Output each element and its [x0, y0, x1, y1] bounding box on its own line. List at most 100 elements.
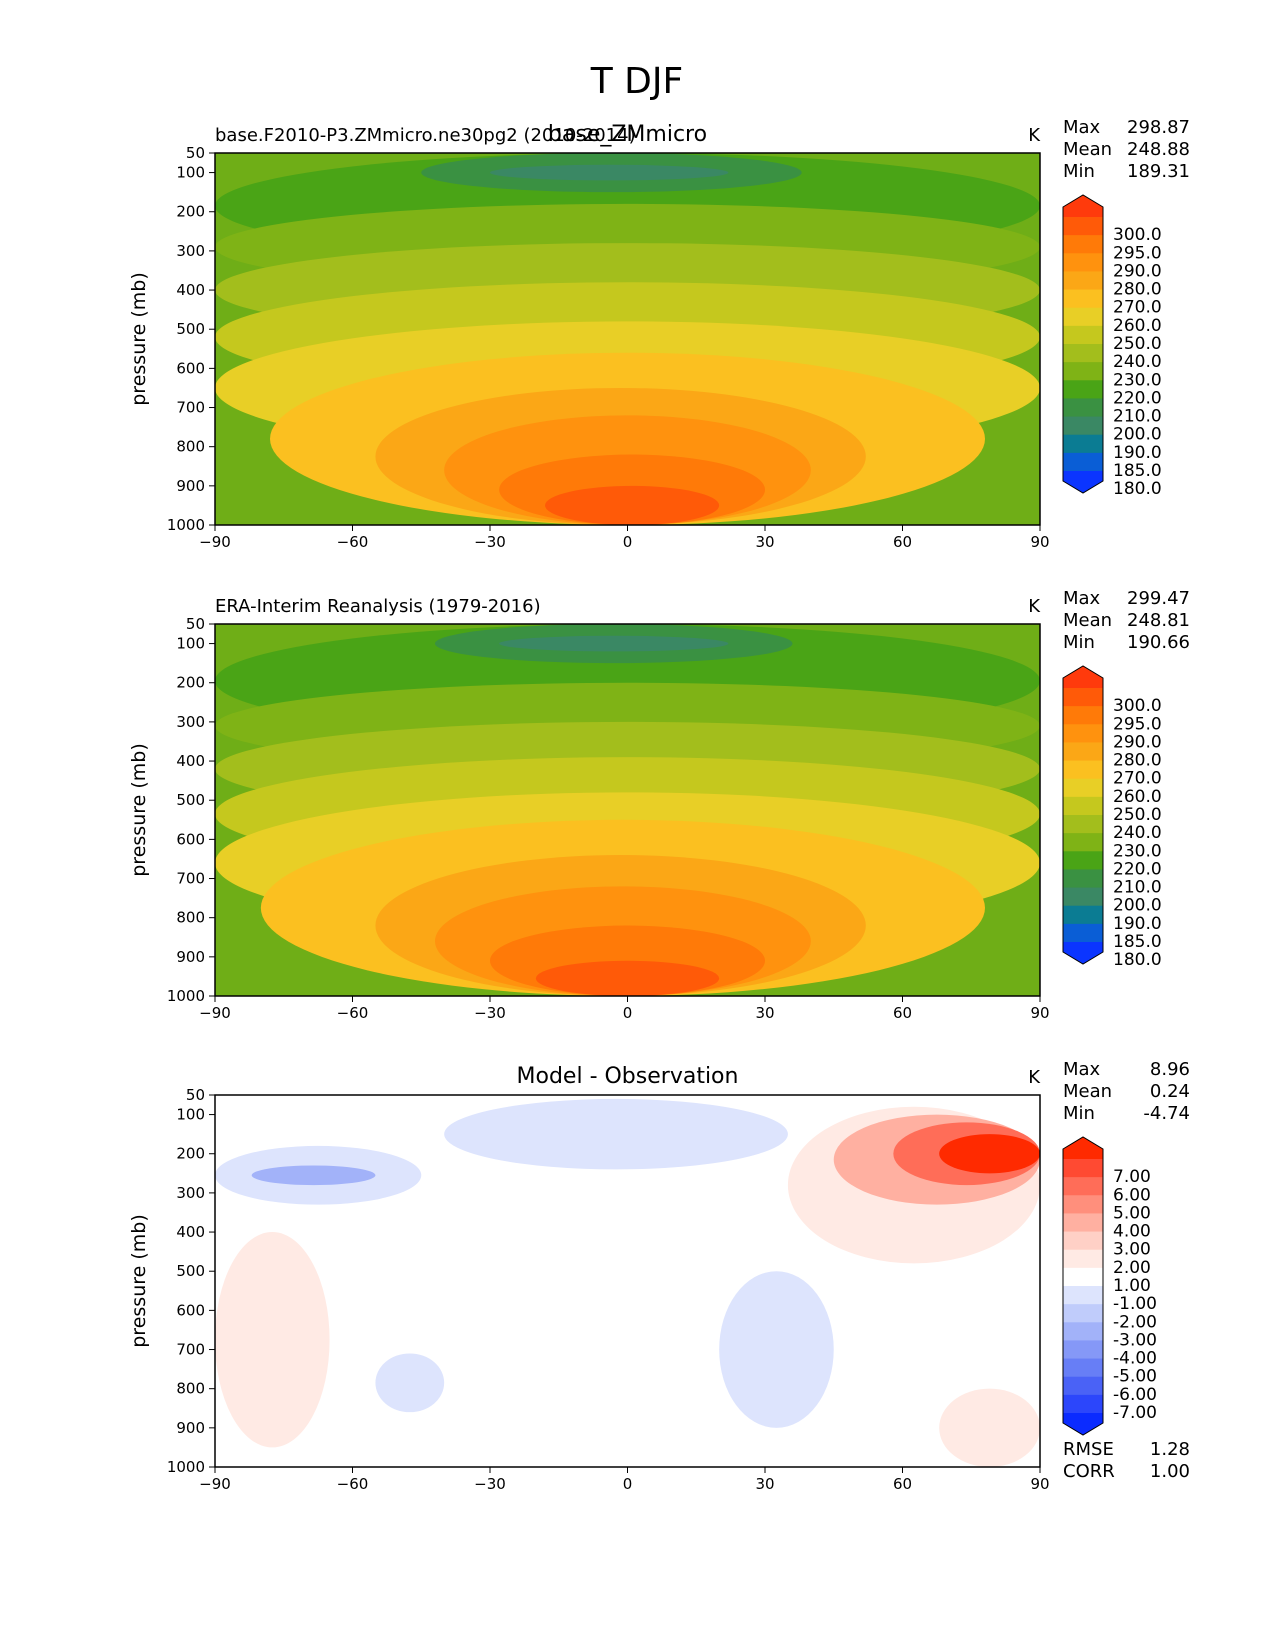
- y-tick-label: 700: [176, 870, 205, 888]
- colorbar-segment: [1063, 1231, 1103, 1251]
- stat-value: 8.96: [1150, 1059, 1190, 1080]
- colorbar-label: 7.00: [1113, 1167, 1151, 1187]
- y-axis-label: pressure (mb): [128, 272, 150, 406]
- y-tick-label: 300: [176, 1184, 205, 1202]
- stat-value: 248.81: [1127, 610, 1190, 631]
- colorbar-segment: [1063, 887, 1103, 907]
- colorbar-segment: [1063, 362, 1103, 381]
- contour-fills: [215, 153, 1040, 525]
- colorbar-segment: [1063, 344, 1103, 363]
- stat-value: 189.31: [1127, 161, 1190, 182]
- panel-3: −90 −60 −30 0 30 60 90 50 100 200 300 400 500 600 700 8…: [128, 1059, 1190, 1493]
- x-tick-label: −90: [199, 1004, 231, 1022]
- colorbar-segment: [1063, 923, 1103, 943]
- figure-title: T DJF: [590, 61, 683, 102]
- y-tick-label: 800: [176, 1380, 205, 1398]
- colorbar-segment: [1063, 380, 1103, 399]
- colorbar-label: 295.0: [1113, 243, 1162, 263]
- contour-region--3.00: [251, 1165, 376, 1186]
- x-tick-label: −30: [474, 1475, 506, 1493]
- x-tick-label: −90: [199, 533, 231, 551]
- colorbar-extend-bottom: [1063, 1413, 1103, 1435]
- y-tick-label: 100: [176, 635, 205, 653]
- y-tick-label: 1000: [167, 1458, 205, 1476]
- contour-region--1.00: [444, 1098, 788, 1170]
- y-tick-label: 100: [176, 164, 205, 182]
- colorbar-segment: [1063, 1159, 1103, 1178]
- y-tick-label: 800: [176, 909, 205, 927]
- colorbar-label: -7.00: [1113, 1403, 1157, 1423]
- colorbar-label: 260.0: [1113, 316, 1162, 336]
- colorbar-label: 300.0: [1113, 696, 1162, 716]
- y-tick-label: 200: [176, 674, 205, 692]
- colorbar-label: 1.00: [1113, 1276, 1151, 1296]
- colorbar-segment: [1063, 851, 1103, 870]
- stat-label: RMSE: [1063, 1439, 1114, 1460]
- y-axis-label: pressure (mb): [128, 1214, 150, 1348]
- stat-value: 248.88: [1127, 139, 1190, 160]
- colorbar-label: -3.00: [1113, 1330, 1157, 1350]
- colorbar-segment: [1063, 833, 1103, 852]
- colorbar-outline: [1062, 194, 1104, 494]
- colorbar-segment: [1063, 1358, 1103, 1378]
- x-tick-label: 60: [893, 533, 912, 551]
- colorbar: 300.0295.0290.0280.0270.0260.0250.0240.0…: [1062, 665, 1162, 970]
- colorbar-segment: [1063, 1213, 1103, 1233]
- colorbar-segment: [1063, 1286, 1103, 1305]
- y-tick-label: 1000: [167, 516, 205, 534]
- colorbar-extend-top: [1063, 1137, 1103, 1159]
- colorbar-segment: [1063, 1340, 1103, 1360]
- y-tick-label: 500: [176, 791, 205, 809]
- x-tick-label: −60: [337, 533, 369, 551]
- colorbar-segment: [1063, 760, 1103, 780]
- colorbar-segment: [1063, 1249, 1103, 1269]
- colorbar-segment: [1063, 271, 1103, 291]
- x-tick-label: 90: [1030, 1475, 1049, 1493]
- colorbar-label: 180.0: [1113, 950, 1162, 970]
- stat-value: 190.66: [1127, 632, 1190, 653]
- x-tick-label: 30: [755, 1475, 774, 1493]
- colorbar-segment: [1063, 796, 1103, 816]
- y-tick-label: 300: [176, 242, 205, 260]
- stat-label: Min: [1063, 632, 1095, 653]
- colorbar-label: 295.0: [1113, 714, 1162, 734]
- colorbar-segment: [1063, 778, 1103, 798]
- colorbar-label: -4.00: [1113, 1349, 1157, 1369]
- x-tick-label: −90: [199, 1475, 231, 1493]
- colorbar-segment: [1063, 905, 1103, 925]
- colorbar-label: 2.00: [1113, 1258, 1151, 1278]
- colorbar-segment: [1063, 217, 1103, 236]
- stat-value: 1.28: [1150, 1439, 1190, 1460]
- y-axis-label: pressure (mb): [128, 743, 150, 877]
- panel-units: K: [1028, 125, 1041, 146]
- contour-region-1.00: [939, 1388, 1040, 1467]
- colorbar-segment: [1063, 398, 1103, 418]
- colorbar-label: 260.0: [1113, 787, 1162, 807]
- panel-center-title: base_ZMmicro: [548, 122, 707, 147]
- contour-region-295.0: [545, 485, 720, 525]
- colorbar-label: 185.0: [1113, 932, 1162, 952]
- colorbar: 7.006.005.004.003.002.001.00-1.00-2.00-3…: [1062, 1136, 1157, 1436]
- colorbar-label: 280.0: [1113, 280, 1162, 300]
- y-tick-label: 200: [176, 203, 205, 221]
- y-tick-label: 500: [176, 1262, 205, 1280]
- y-tick-label: 50: [186, 1086, 205, 1104]
- colorbar-segment: [1063, 706, 1103, 725]
- colorbar-label: 220.0: [1113, 859, 1162, 879]
- colorbar-segment: [1063, 1195, 1103, 1214]
- x-tick-label: 60: [893, 1004, 912, 1022]
- stat-label: Max: [1063, 117, 1101, 138]
- colorbar-segment: [1063, 1304, 1103, 1323]
- y-tick-label: 900: [176, 948, 205, 966]
- colorbar-segment: [1063, 869, 1103, 889]
- colorbar-segment: [1063, 416, 1103, 436]
- colorbar-segment: [1063, 1394, 1103, 1414]
- colorbar-label: 4.00: [1113, 1222, 1151, 1242]
- contour-fills: [215, 624, 1040, 996]
- contour-region-295.0: [535, 960, 720, 996]
- colorbar-label: 210.0: [1113, 407, 1162, 427]
- colorbar-outline: [1062, 1136, 1104, 1436]
- x-tick-label: −60: [337, 1004, 369, 1022]
- colorbar-segment: [1063, 742, 1103, 762]
- colorbar-segment: [1063, 434, 1103, 454]
